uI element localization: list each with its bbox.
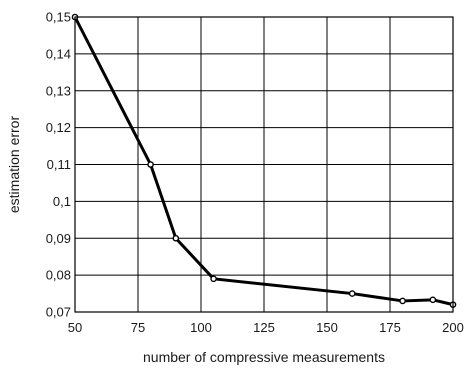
data-point xyxy=(348,290,356,297)
y-tick-label: 0,15 xyxy=(46,10,71,25)
y-tick-label: 0,12 xyxy=(46,120,71,135)
plot-frame xyxy=(74,16,454,313)
data-point xyxy=(399,297,406,305)
x-tick-label: 175 xyxy=(379,320,401,335)
y-tick-label: 0,09 xyxy=(46,231,71,246)
data-point xyxy=(210,275,217,283)
y-tick-label: 0,13 xyxy=(46,83,71,98)
data-point xyxy=(147,161,154,168)
x-tick-label: 200 xyxy=(442,320,464,335)
x-tick-label: 75 xyxy=(131,320,145,335)
y-tick-label: 0,14 xyxy=(46,46,71,61)
x-axis-label: number of compressive measurements xyxy=(143,349,385,365)
series-layer xyxy=(71,13,457,308)
x-tick-label: 50 xyxy=(68,320,82,335)
data-point xyxy=(172,234,180,242)
grid-lines xyxy=(74,16,454,313)
x-tick-labels: 50 75 100 125 150 175 200 xyxy=(68,320,464,335)
y-tick-label: 0,1 xyxy=(53,194,71,209)
x-tick-label: 100 xyxy=(190,320,212,335)
data-point xyxy=(429,296,437,304)
x-tick-label: 150 xyxy=(316,320,338,335)
y-axis-label: estimation error xyxy=(6,116,22,214)
y-tick-label: 0,07 xyxy=(46,305,71,320)
y-tick-labels: 0,07 0,08 0,09 0,1 0,11 0,12 0,13 0,14 0,15 xyxy=(46,10,71,320)
y-tick-label: 0,11 xyxy=(47,157,71,172)
x-tick-label: 125 xyxy=(253,320,275,335)
y-tick-label: 0,08 xyxy=(46,268,71,283)
series-line xyxy=(73,15,455,307)
